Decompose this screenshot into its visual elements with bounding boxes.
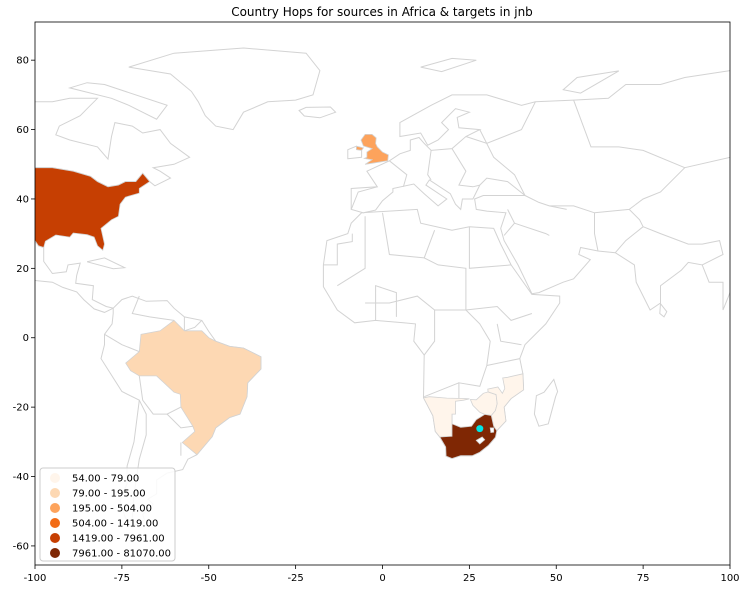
country-border bbox=[549, 156, 730, 214]
x-tick-label: -100 bbox=[24, 573, 47, 584]
y-tick-label: -40 bbox=[13, 472, 29, 483]
legend-label: 1419.00 - 7961.00 bbox=[72, 534, 165, 545]
country-united-kingdom bbox=[360, 133, 389, 165]
land-baffin bbox=[67, 82, 168, 120]
land-novaya-zemlya bbox=[562, 70, 620, 94]
country-namibia bbox=[422, 396, 470, 438]
country-border bbox=[389, 160, 408, 187]
legend-marker bbox=[50, 548, 60, 558]
country-border bbox=[496, 323, 522, 346]
country-border bbox=[573, 99, 685, 169]
chart-title: Country Hops for sources in Africa & tar… bbox=[231, 5, 533, 19]
legend-box bbox=[39, 467, 176, 562]
axis-ticks: -100 -75 -50 -25 0 25 50 75 100 -60 -40 -20 0 20 40 60 8… bbox=[13, 56, 740, 584]
country-border bbox=[365, 212, 467, 311]
country-border bbox=[131, 295, 175, 321]
land-svalbard bbox=[420, 57, 477, 73]
x-tick-label: 100 bbox=[720, 573, 739, 584]
country-south-africa bbox=[439, 413, 498, 459]
x-tick-label: 50 bbox=[550, 573, 563, 584]
base-map bbox=[35, 47, 730, 526]
land-iceland bbox=[298, 106, 337, 119]
country-border bbox=[468, 226, 512, 269]
country-border bbox=[451, 148, 480, 188]
land-mexico bbox=[35, 240, 115, 313]
y-tick-label: 40 bbox=[16, 194, 29, 205]
country-border bbox=[486, 358, 520, 366]
legend-marker bbox=[50, 488, 60, 498]
legend-marker bbox=[50, 473, 60, 483]
y-tick-label: 60 bbox=[16, 125, 29, 136]
x-tick-label: 0 bbox=[379, 573, 385, 584]
land-greenland bbox=[128, 47, 321, 131]
country-border bbox=[423, 310, 436, 356]
land-sri-lanka bbox=[659, 302, 668, 318]
country-border bbox=[642, 226, 724, 266]
country-border bbox=[514, 222, 550, 236]
country-border bbox=[423, 230, 436, 259]
legend-label: 504.00 - 1419.00 bbox=[72, 519, 158, 530]
x-tick-label: 75 bbox=[637, 573, 650, 584]
land-cuba bbox=[86, 257, 127, 270]
country-border bbox=[337, 216, 366, 287]
country-border bbox=[166, 413, 193, 429]
land-eurasia bbox=[350, 70, 730, 311]
y-tick-label: 20 bbox=[16, 264, 29, 275]
x-tick-label: -50 bbox=[201, 573, 217, 584]
x-tick-label: -25 bbox=[287, 573, 303, 584]
y-tick-label: -20 bbox=[13, 403, 29, 414]
y-tick-label: 80 bbox=[16, 56, 29, 67]
country-border bbox=[524, 195, 567, 210]
country-border bbox=[184, 320, 203, 332]
country-border bbox=[424, 382, 460, 398]
country-eswatini bbox=[489, 427, 495, 433]
country-border bbox=[323, 233, 353, 266]
legend-label: 195.00 - 504.00 bbox=[72, 504, 152, 515]
country-northern-ireland bbox=[355, 145, 365, 151]
land-madagascar bbox=[533, 378, 559, 427]
country-united-states bbox=[35, 167, 151, 252]
legend-label: 79.00 - 195.00 bbox=[72, 489, 146, 500]
country-border bbox=[427, 150, 432, 181]
legend: 54.00 - 79.00 79.00 - 195.00 195.00 - 504.… bbox=[39, 467, 176, 562]
y-tick-label: -60 bbox=[13, 541, 29, 552]
country-border bbox=[104, 333, 140, 353]
x-tick-label: 25 bbox=[463, 573, 476, 584]
legend-label: 7961.00 - 81070.00 bbox=[72, 549, 171, 560]
country-border bbox=[465, 305, 533, 321]
legend-label: 54.00 - 79.00 bbox=[72, 474, 139, 485]
country-border bbox=[350, 186, 378, 210]
target-points bbox=[476, 425, 484, 433]
choropleth-layer bbox=[35, 133, 525, 459]
country-border bbox=[594, 212, 599, 252]
country-lesotho bbox=[475, 436, 486, 445]
legend-marker bbox=[50, 503, 60, 513]
country-brazil bbox=[125, 319, 262, 456]
country-border bbox=[465, 101, 536, 144]
country-mozambique bbox=[487, 373, 525, 432]
x-tick-label: -75 bbox=[114, 573, 130, 584]
target-point bbox=[476, 425, 484, 433]
legend-marker bbox=[50, 533, 60, 543]
y-tick-label: 0 bbox=[23, 333, 29, 344]
legend-marker bbox=[50, 518, 60, 528]
country-border bbox=[138, 375, 182, 415]
country-border bbox=[375, 285, 397, 321]
